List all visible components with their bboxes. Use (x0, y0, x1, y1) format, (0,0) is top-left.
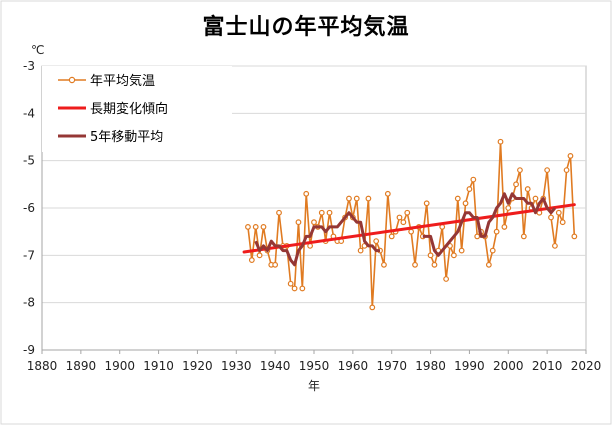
series-line-trend (242, 203, 576, 254)
data-point (326, 209, 333, 216)
x-tick-label: 1880 (27, 359, 58, 373)
data-point (311, 219, 317, 226)
x-tick-label: 1980 (415, 359, 446, 373)
data-point (412, 261, 418, 268)
chart-title: 富士山の年平均気温 (202, 15, 410, 40)
data-point (524, 186, 531, 192)
data-point (427, 252, 434, 259)
data-point (287, 280, 294, 287)
data-point (466, 186, 473, 192)
x-tick-label: 2010 (532, 359, 563, 373)
series-line-moving-average (254, 211, 381, 267)
legend-label: 年平均気温 (90, 73, 155, 89)
x-tick-label: 1960 (338, 359, 369, 373)
data-point (396, 214, 403, 221)
data-point (384, 190, 391, 197)
data-point (571, 233, 578, 240)
data-point (303, 190, 310, 197)
legend-marker (68, 76, 76, 84)
data-point (408, 228, 415, 235)
x-axis-label: 年 (308, 379, 320, 393)
data-point (381, 261, 387, 268)
data-point (552, 242, 558, 249)
data-point (291, 285, 298, 292)
data-point (559, 219, 566, 226)
x-tick-label: 2000 (493, 359, 524, 373)
data-point (501, 224, 508, 230)
data-point (513, 181, 519, 188)
series-line-moving-average (422, 192, 557, 257)
x-tick-label: 1990 (454, 359, 485, 373)
data-point (532, 195, 539, 202)
data-point (493, 228, 500, 235)
data-point (318, 209, 325, 216)
data-point (458, 247, 465, 254)
data-point (423, 200, 430, 207)
data-point (248, 257, 255, 263)
data-point (365, 195, 372, 202)
data-point (388, 233, 395, 240)
x-tick-label: 1950 (299, 359, 330, 373)
data-point (245, 224, 251, 230)
x-tick-label: 2020 (571, 359, 602, 373)
data-point (346, 195, 352, 202)
data-point (567, 153, 574, 159)
data-point (520, 233, 527, 240)
y-tick-label: -8 (23, 296, 35, 310)
data-point (555, 209, 562, 216)
tick-labels: -9 -8 -7 -6 -5 -4 -3 1880 1890 1900 1910 1920 1930 19… (23, 59, 601, 373)
x-tick-label: 1900 (104, 359, 135, 373)
data-point (373, 238, 380, 245)
data-point (256, 252, 263, 259)
data-point (272, 261, 279, 268)
data-point (353, 195, 360, 202)
data-point (431, 261, 438, 268)
data-point (276, 209, 282, 216)
data-point (450, 252, 457, 259)
y-tick-label: -9 (23, 343, 35, 357)
data-point (357, 247, 364, 254)
legend-label: 5年移動平均 (90, 130, 163, 145)
data-point (563, 167, 570, 174)
data-point (505, 205, 512, 211)
x-tick-label: 1920 (182, 359, 213, 373)
x-tick-label: 1910 (143, 359, 174, 373)
data-point (474, 233, 481, 240)
legend-label: 長期変化傾向 (90, 101, 168, 117)
data-point (252, 224, 259, 230)
data-point (548, 214, 554, 221)
data-point (517, 167, 523, 174)
data-point (404, 209, 411, 216)
data-point (443, 276, 450, 282)
y-tick-label: -3 (23, 59, 35, 73)
x-tick-label: 1890 (66, 359, 97, 373)
y-tick-label: -5 (23, 154, 35, 168)
data-point (470, 176, 477, 183)
x-tick-label: 1970 (376, 359, 407, 373)
data-point (295, 219, 302, 226)
data-point (462, 200, 469, 207)
series (242, 138, 578, 311)
data-point (485, 261, 492, 268)
x-tick-label: 1940 (260, 359, 291, 373)
data-point (497, 138, 504, 145)
y-axis-unit: ℃ (31, 43, 44, 57)
data-point (369, 304, 376, 311)
data-point (454, 195, 461, 202)
data-point (489, 247, 496, 254)
data-point (299, 285, 306, 292)
data-point (260, 224, 267, 230)
x-tick-label: 1930 (221, 359, 252, 373)
data-point (400, 219, 407, 226)
y-tick-label: -6 (23, 201, 35, 215)
y-tick-label: -7 (23, 248, 35, 262)
data-point (544, 167, 551, 174)
y-tick-label: -4 (23, 106, 35, 120)
